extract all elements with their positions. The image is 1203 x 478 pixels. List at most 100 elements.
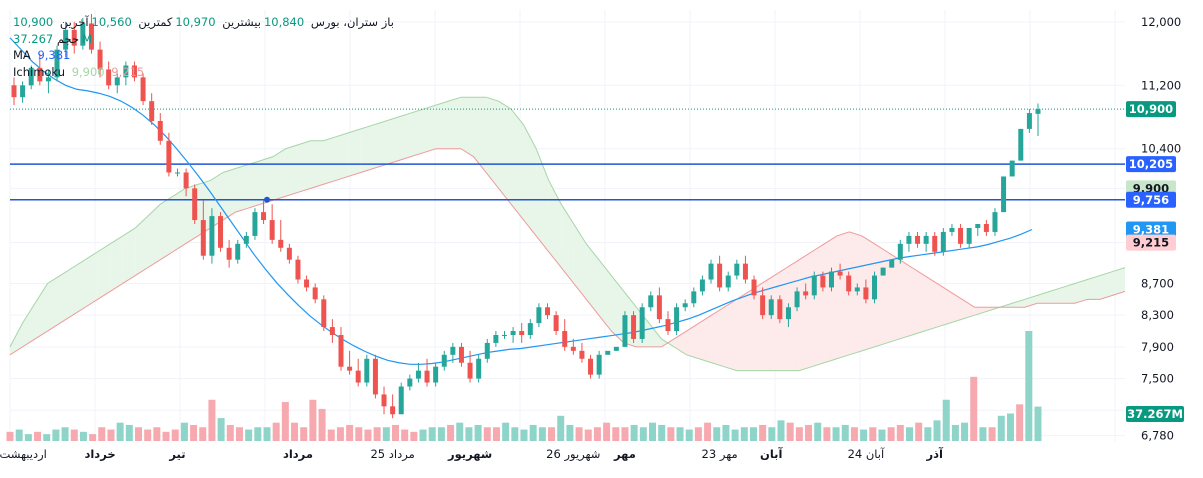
candle-body: [54, 49, 60, 78]
ichimoku-cloud-segment: [736, 291, 750, 371]
volume-bar: [768, 427, 776, 441]
volume-bar: [180, 422, 188, 441]
ichimoku-cloud-segment: [72, 259, 86, 316]
volume-bar: [1034, 406, 1042, 441]
volume-bar: [263, 427, 271, 441]
volume-bar: [272, 422, 280, 441]
volume-bar: [235, 427, 243, 441]
volume-bar: [805, 424, 813, 441]
volume-bar: [694, 427, 702, 441]
x-axis-tick-label: شهریور: [447, 447, 492, 462]
candle-body: [889, 259, 895, 268]
candle-body: [390, 406, 396, 415]
candle-body: [140, 77, 146, 102]
candle-body: [665, 319, 671, 332]
x-axis-tick-label: مهر: [613, 447, 636, 461]
candle-body: [975, 224, 981, 228]
volume-badge-text: 37.267M: [1127, 407, 1183, 421]
candle-body: [192, 188, 198, 221]
ichimoku-cloud-segment: [298, 140, 311, 193]
ichimoku-span-a: [9, 96, 1126, 372]
volume-bar: [538, 427, 546, 441]
candle-body: [897, 243, 903, 260]
volume-bar: [254, 427, 262, 441]
candle-body: [949, 227, 955, 232]
level-anchor-point: [264, 196, 270, 203]
volume-bar: [318, 408, 326, 441]
volume-bar: [593, 427, 601, 441]
volume-row: حجم 37.267M: [13, 31, 397, 48]
moving-average-line: [9, 37, 1033, 365]
ichimoku-cloud-segment: [273, 148, 286, 201]
price-label-badge: [1126, 191, 1176, 208]
volume-bar: [841, 424, 849, 441]
ma-label: MA: [13, 48, 31, 62]
volume-bar: [89, 434, 97, 441]
volume-bar: [382, 427, 390, 441]
ichimoku-cloud-segment: [461, 97, 474, 157]
candle-body: [596, 354, 602, 375]
volume-bar: [575, 427, 583, 441]
volume-bar: [612, 427, 620, 441]
ichimoku-cloud-segment: [360, 124, 374, 173]
volume-bar: [777, 420, 785, 441]
candle-body: [493, 334, 499, 343]
candle-body: [725, 275, 731, 288]
ma-row: MA 9,381: [13, 47, 397, 64]
candle-body: [1035, 109, 1041, 114]
y-axis-tick-label: 10,400: [1141, 142, 1181, 156]
y-axis-tick-label: 8,700: [1141, 276, 1174, 290]
candle-body: [751, 279, 757, 296]
candle-body: [123, 65, 129, 78]
volume-bar: [125, 424, 133, 441]
x-axis-tick-label: مرداد: [283, 447, 313, 461]
candle-body: [381, 394, 387, 407]
ichimoku-cloud-segment: [849, 231, 862, 355]
candle-body: [278, 239, 284, 248]
ichimoku-cloud-segment: [811, 243, 825, 367]
volume-bar: [786, 422, 794, 441]
volume-bar: [144, 429, 152, 441]
candle-body: [200, 220, 206, 256]
ichimoku-cloud-segment: [147, 204, 161, 268]
ichimoku-value-2: 9,215: [111, 64, 145, 79]
candle-body: [553, 315, 559, 332]
volume-bar: [70, 429, 78, 441]
volume-bar: [61, 427, 69, 441]
candle-body: [682, 303, 688, 308]
ichimoku-cloud-segment: [385, 117, 399, 165]
candle-body: [114, 77, 120, 86]
volume-bar: [492, 427, 500, 441]
price-label-text: 10,205: [1129, 157, 1173, 171]
volume-bar: [502, 422, 510, 441]
volume-bar: [685, 429, 693, 441]
candle-body: [1026, 113, 1032, 129]
volume-bar: [988, 427, 996, 441]
volume-bar: [208, 399, 216, 441]
candle-body: [88, 23, 94, 50]
candle-body: [398, 386, 404, 415]
candle-body: [1009, 160, 1015, 177]
volume-bar: [474, 424, 482, 441]
volume-bar: [355, 427, 363, 441]
ichimoku-cloud-segment: [335, 132, 349, 181]
volume-bar: [731, 429, 739, 441]
candle-body: [622, 315, 628, 347]
candle-body: [803, 291, 809, 296]
volume-bar: [456, 422, 464, 441]
ma-value: 9,381: [37, 48, 71, 62]
ichimoku-cloud-segment: [285, 144, 299, 197]
candle-body: [691, 291, 697, 304]
ichimoku-cloud-segment: [85, 251, 98, 308]
candle-body: [699, 279, 705, 292]
volume-bar: [896, 424, 904, 441]
candle-body: [295, 259, 301, 280]
ichimoku-cloud-segment: [523, 124, 537, 236]
candle-body: [605, 350, 611, 355]
volume-bar: [933, 420, 941, 441]
candle-body: [863, 287, 869, 300]
candle-body: [613, 346, 619, 351]
high-label: بیشترین: [222, 15, 261, 29]
volume-bar: [740, 427, 748, 441]
